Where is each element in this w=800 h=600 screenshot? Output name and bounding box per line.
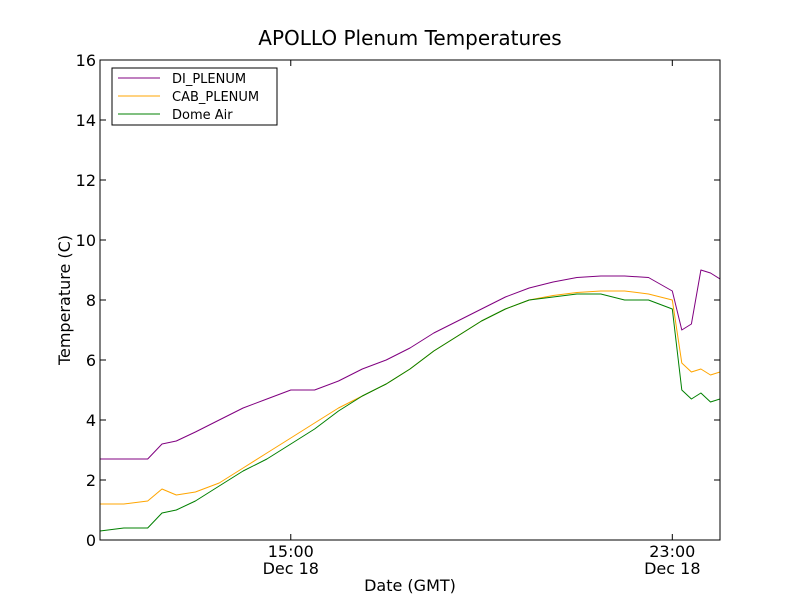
- legend-entries: DI_PLENUM CAB_PLENUM Dome Air: [118, 72, 259, 123]
- y-tick-label: 0: [86, 531, 96, 550]
- y-tick-label: 2: [86, 471, 96, 490]
- y-tick-label: 6: [86, 351, 96, 370]
- y-tick-label: 10: [76, 231, 96, 250]
- series-line-di-plenum: [100, 269, 720, 460]
- x-tick-label-date: Dec 18: [263, 559, 319, 578]
- x-tick-label-time: 23:00: [649, 542, 695, 561]
- x-tick-label-time: 15:00: [268, 542, 314, 561]
- legend-label: DI_PLENUM: [172, 72, 246, 87]
- chart-title: APOLLO Plenum Temperatures: [258, 26, 561, 50]
- y-axis: 0 2 4 6 8 10 12 14 16: [76, 51, 720, 550]
- y-tick-label: 12: [76, 171, 96, 190]
- legend-label: Dome Air: [172, 108, 233, 123]
- y-axis-label: Temperature (C): [55, 235, 74, 366]
- series-line-dome-air: [100, 293, 720, 532]
- x-tick-label-date: Dec 18: [644, 559, 700, 578]
- legend-label: CAB_PLENUM: [172, 90, 259, 105]
- legend: DI_PLENUM CAB_PLENUM Dome Air: [111, 67, 278, 126]
- y-tick-label: 16: [76, 51, 96, 70]
- y-tick-label: 8: [86, 291, 96, 310]
- x-axis-label: Date (GMT): [364, 576, 456, 595]
- y-tick-label: 14: [76, 111, 96, 130]
- y-tick-label: 4: [86, 411, 96, 430]
- series-group: [100, 269, 720, 532]
